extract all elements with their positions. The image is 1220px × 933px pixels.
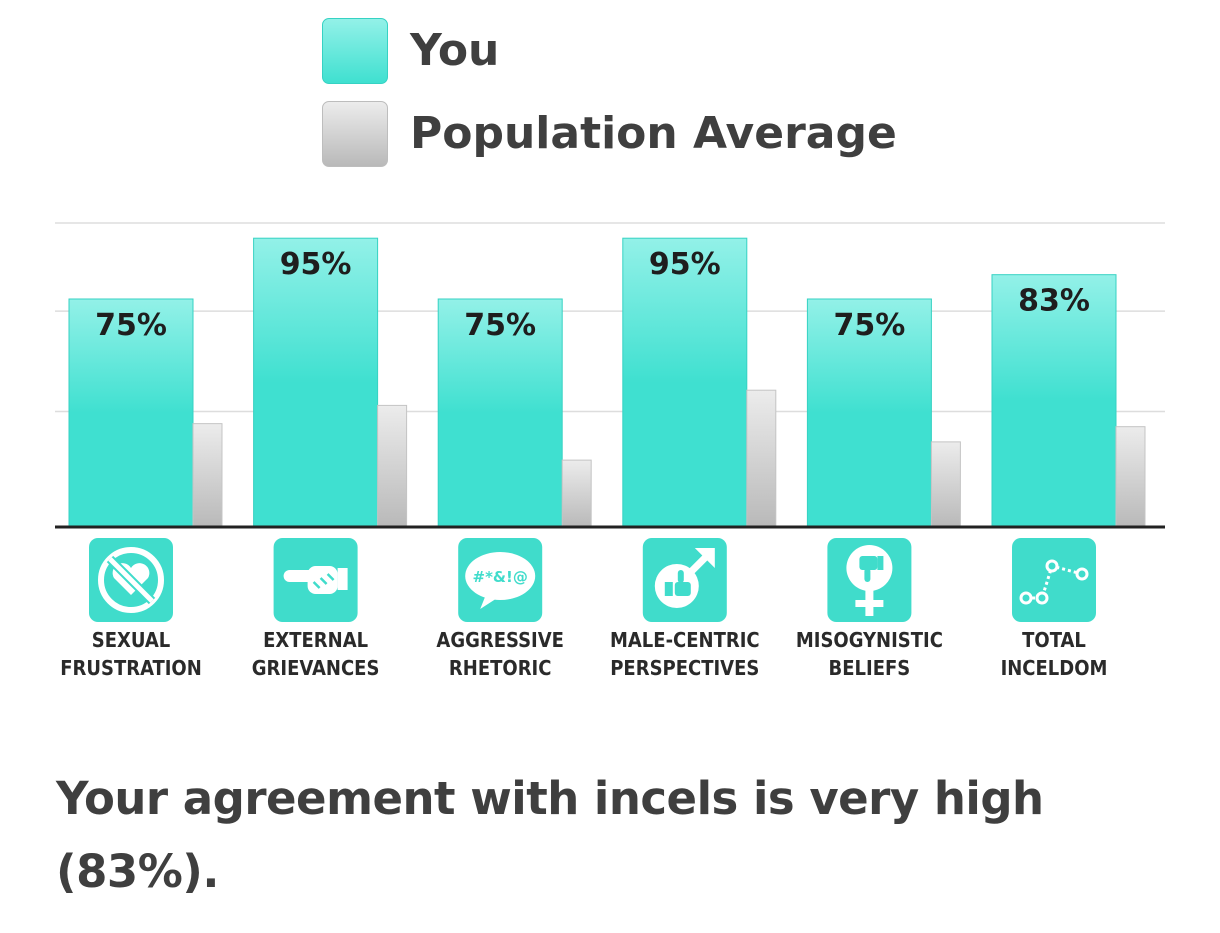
legend-label-population: Population Average: [410, 108, 897, 159]
pointing-hand-icon: [273, 538, 358, 622]
speech-bubble: [465, 552, 536, 600]
bar-value-label-3: 75%: [464, 308, 536, 343]
bar-population-1: [192, 423, 223, 528]
legend-label-you: You: [410, 25, 500, 76]
bar-population-4: [746, 389, 777, 528]
category-label-5-line-1: MISOGYNISTIC: [796, 628, 943, 652]
bar-population-2: [377, 404, 408, 528]
bar-population-3: [561, 459, 592, 528]
trend-point-4: [1075, 567, 1089, 581]
category-label-4-line-2: PERSPECTIVES: [610, 656, 759, 680]
bar-population-6: [1115, 426, 1146, 528]
thumb-fist: [859, 556, 878, 570]
summary-text: Your agreement with incels is very high …: [56, 772, 1044, 898]
scatter-line-icon: [1012, 538, 1096, 622]
slash-glyph: [108, 557, 154, 603]
circle-glyph: [98, 547, 164, 613]
female-symbol-thumbs-down-icon: [827, 538, 912, 622]
thumb-down: [864, 568, 871, 582]
category-label-1-line-2: FRUSTRATION: [60, 656, 202, 680]
trend-line: [1026, 564, 1083, 600]
thumb-up: [677, 570, 684, 583]
bar-chart: 75% 95% 75% 95% 75% 83% #*&!@ SEXUAL FRUSTRATI…: [55, 222, 1165, 680]
trend-point-3: [1045, 559, 1059, 573]
bars: 75% 95% 75% 95% 75% 83%: [68, 237, 1146, 528]
category-label-2-line-1: EXTERNAL: [263, 628, 368, 652]
bar-value-label-6: 83%: [1018, 284, 1090, 319]
knuckle-lines: [312, 573, 335, 589]
category-icons: #*&!@: [89, 538, 1096, 622]
category-label-5-line-2: BELIEFS: [829, 656, 911, 680]
male-arrow-head: [694, 548, 715, 568]
trend-point-1: [1019, 591, 1033, 605]
thumb-cuff: [664, 582, 673, 596]
male-symbol-thumbs-up-icon: [642, 538, 727, 622]
swear-text: #*&!@: [473, 568, 528, 586]
swear-speech-bubble-icon: #*&!@: [458, 538, 543, 622]
category-label-6-line-1: TOTAL: [1022, 628, 1086, 652]
bar-value-label-4: 95%: [649, 247, 721, 282]
female-crossbar: [855, 600, 884, 607]
thumb-cuff: [877, 556, 884, 570]
legend-swatch-population: [322, 101, 388, 167]
category-label-4-line-1: MALE-CENTRIC: [610, 628, 760, 652]
thumb-fist: [674, 582, 691, 596]
category-label-3-line-1: AGGRESSIVE: [436, 628, 564, 652]
cuff-glyph: [337, 568, 348, 590]
legend-swatch-you: [322, 18, 388, 84]
bar-you-6: [991, 274, 1117, 528]
category-label-1-line-1: SEXUAL: [92, 628, 171, 652]
bar-value-label-5: 75%: [833, 308, 905, 343]
crossed-heart-icon: [89, 538, 173, 622]
bar-value-label-1: 75%: [95, 308, 167, 343]
bar-population-5: [930, 441, 961, 528]
category-label-2-line-2: GRIEVANCES: [252, 656, 380, 680]
bar-value-label-2: 95%: [280, 247, 352, 282]
icon-tile: [1012, 538, 1096, 622]
speech-tail: [480, 594, 498, 609]
grid-lines: [55, 222, 1165, 413]
trend-point-2: [1035, 591, 1049, 605]
category-labels: SEXUAL FRUSTRATION EXTERNAL GRIEVANCES AGGRE…: [60, 628, 1107, 680]
bar-you-5: [806, 298, 932, 528]
category-label-6-line-2: INCELDOM: [1001, 656, 1108, 680]
category-label-3-line-2: RHETORIC: [449, 656, 552, 680]
bar-you-4: [622, 237, 748, 528]
